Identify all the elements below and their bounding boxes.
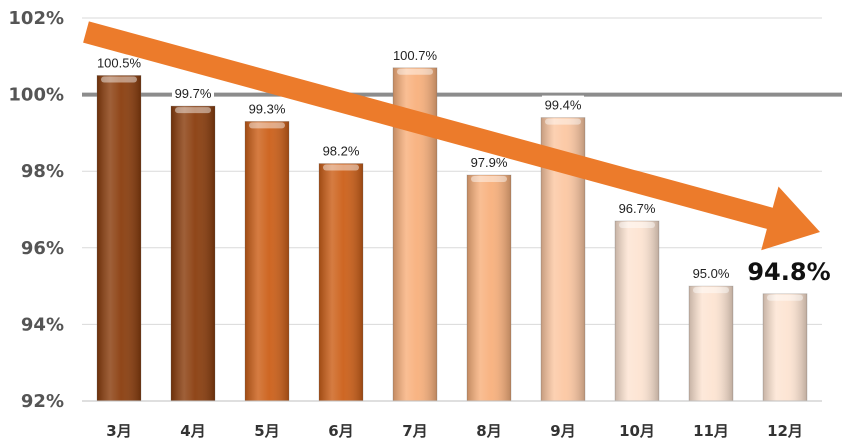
x-tick-label: 3月	[106, 422, 131, 440]
x-tick-label: 7月	[402, 422, 427, 440]
x-tick-label: 11月	[693, 422, 729, 440]
bar-shine	[763, 293, 807, 401]
data-label: 99.4%	[545, 98, 582, 113]
bar-shine	[319, 163, 363, 401]
data-label: 99.3%	[249, 101, 286, 116]
trend-arrow-icon	[83, 21, 821, 251]
bar-shine	[97, 75, 141, 401]
data-label-bg	[94, 53, 144, 72]
bar-shine	[467, 175, 511, 401]
data-label-bg	[320, 141, 362, 160]
trend-arrow-layer	[83, 21, 821, 251]
bar-1	[96, 75, 142, 402]
bar-cap	[101, 76, 137, 83]
bar-9	[688, 285, 734, 402]
bar-cap	[471, 176, 507, 183]
data-label: 96.7%	[619, 201, 656, 216]
y-tick-label: 100%	[8, 85, 64, 106]
bar-10	[762, 293, 808, 402]
x-tick-label: 4月	[180, 422, 205, 440]
bar-cap	[545, 118, 581, 125]
bar-shine	[615, 220, 659, 401]
bar-cap	[619, 221, 655, 228]
data-label-bg	[616, 198, 658, 217]
x-tick-label: 10月	[619, 422, 655, 440]
bar-shine	[245, 121, 289, 401]
x-tick-label: 9月	[550, 422, 575, 440]
data-label: 97.9%	[471, 155, 508, 170]
axes: 92% 94% 96% 98% 100% 102% 3月 4月 5月 6月 7月 8月 9月 10月 11月…	[8, 8, 822, 440]
data-label: 95.0%	[693, 266, 730, 281]
bar-cap	[693, 287, 729, 294]
y-tick-label: 98%	[21, 161, 64, 182]
x-tick-label: 5月	[254, 422, 279, 440]
data-label-bg	[246, 99, 288, 118]
x-tick-label: 6月	[328, 422, 353, 440]
bar-cap	[323, 164, 359, 171]
bar-2	[170, 105, 216, 402]
data-label: 100.7%	[393, 48, 438, 63]
bar-4	[318, 163, 364, 402]
bar-shine	[689, 286, 733, 401]
data-label: 94.8%	[747, 258, 830, 286]
bar-cap	[397, 68, 433, 75]
data-label-bg	[468, 153, 510, 172]
bar-cap	[175, 107, 211, 114]
bar-cap	[249, 122, 285, 129]
bar-3	[244, 121, 290, 402]
data-label-bg	[390, 45, 440, 64]
data-label: 98.2%	[323, 144, 360, 159]
x-tick-label: 8月	[476, 422, 501, 440]
data-labels: 100.5% 99.7% 99.3% 98.2% 100.7% 97.9% 99.4% 96.…	[94, 45, 831, 286]
bar-6	[466, 174, 512, 402]
data-label-bg	[172, 84, 214, 103]
bar-shine	[171, 106, 215, 401]
data-label-bg	[542, 95, 584, 114]
y-tick-label: 94%	[21, 314, 64, 335]
data-label: 100.5%	[97, 55, 142, 70]
x-tick-label: 12月	[767, 422, 803, 440]
data-label-bg	[690, 264, 732, 283]
data-label: 99.7%	[175, 86, 212, 101]
bar-8	[614, 220, 660, 402]
y-tick-label: 92%	[21, 391, 64, 412]
y-tick-label: 96%	[21, 238, 64, 259]
y-tick-label: 102%	[8, 8, 64, 29]
bar-cap	[767, 294, 803, 301]
bars	[96, 67, 808, 402]
